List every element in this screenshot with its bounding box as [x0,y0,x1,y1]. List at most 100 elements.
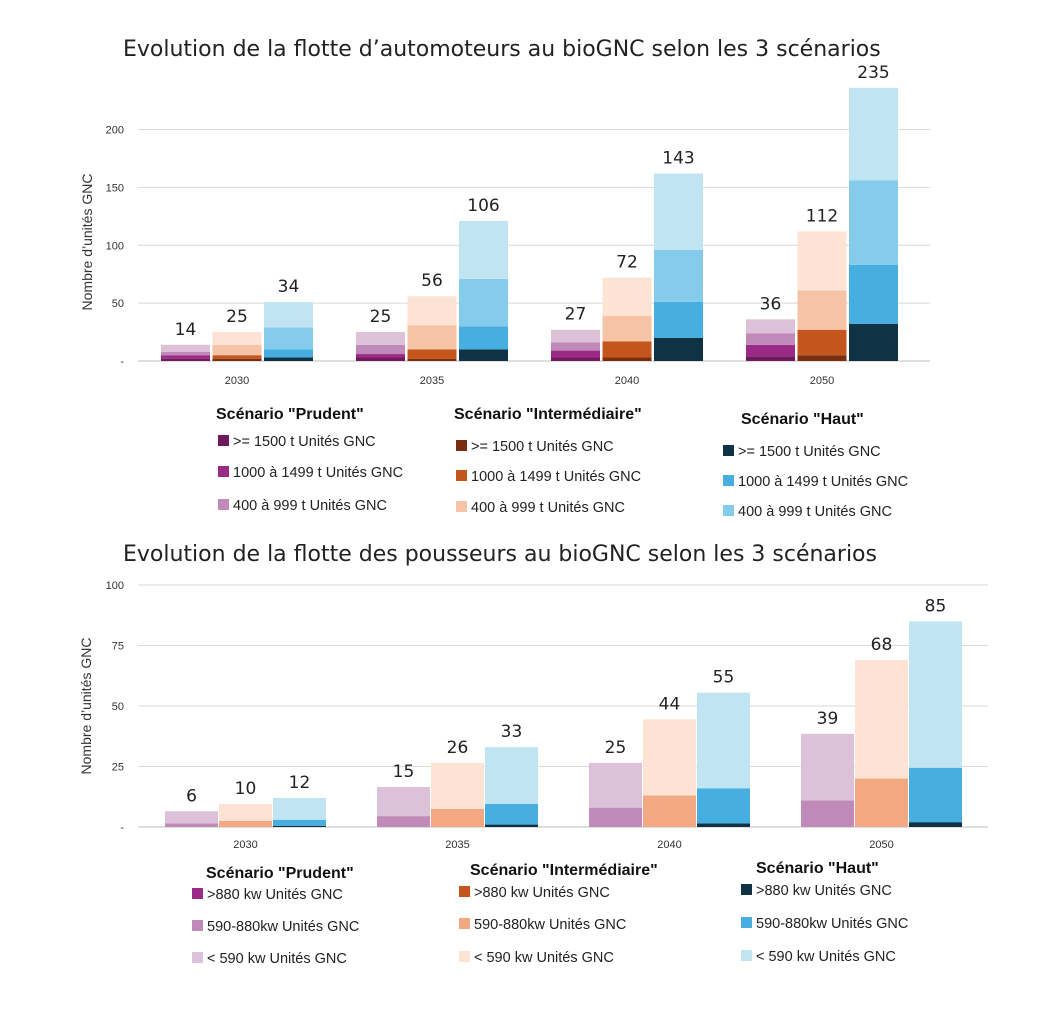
y-tick-label: 25 [112,762,124,774]
bar-segment [459,326,508,350]
bar-segment [431,808,484,827]
bar-segment [407,349,457,359]
bar-segment [459,349,508,361]
data-label: 36 [760,294,782,314]
legend-swatch [192,952,203,963]
bar-segment [697,788,750,824]
bar-segment [849,264,898,324]
y-tick-label: 100 [106,240,124,252]
legend-swatch [192,920,203,931]
legend-entry: >= 1500 t Unités GNC [233,434,376,450]
bar-segment [909,767,962,823]
bar-segment [746,344,795,357]
bar-segment [797,290,847,330]
x-tick-label: 2035 [445,839,469,851]
bar-segment [212,332,262,345]
bar-segment [602,277,652,316]
legend-entry: 1000 à 1499 t Unités GNC [738,474,908,490]
bar-segment [485,824,538,827]
bar-segment [697,823,750,827]
chart-automoteurs: Evolution de la flotte d’automoteurs au … [79,37,930,520]
x-tick-label: 2040 [615,375,639,387]
data-label: 25 [605,738,627,758]
bar-segment [654,173,703,250]
legend-swatch [456,501,467,512]
bar-segment [161,351,210,356]
bar-segment [161,344,210,352]
y-tick-label: 75 [112,641,124,653]
legend-swatch [192,888,203,899]
bar-segment [264,301,313,328]
legend-entry: 400 à 999 t Unités GNC [738,504,892,520]
y-tick-label: 100 [106,580,124,592]
bar-segment [165,811,218,824]
bar-segment [602,315,652,342]
legend-entry: < 590 kw Unités GNC [207,951,347,967]
legend-entry: 400 à 999 t Unités GNC [471,500,625,516]
bar-segment [459,220,508,279]
bar-segment [801,800,854,827]
legend-swatch [741,950,752,961]
bar-segment [654,337,703,361]
data-label: 112 [806,206,838,226]
legend-swatch [456,440,467,451]
bar-segment [273,797,326,820]
data-label: 12 [289,773,311,793]
bar-segment [746,356,795,361]
legend-title: Scénario "Haut" [756,860,879,877]
legend-title: Scénario "Prudent" [206,865,354,882]
chart-title: Evolution de la flotte d’automoteurs au … [123,37,881,62]
legend-title: Scénario "Haut" [741,411,864,428]
bar-segment [801,733,854,801]
bar-segment [485,804,538,825]
bar-segment [551,329,600,343]
bar-segment [849,87,898,181]
legend-entry: 400 à 999 t Unités GNC [233,498,387,514]
data-label: 10 [235,779,257,799]
legend-entry: 590-880kw Unités GNC [756,916,908,932]
bar-segment [849,180,898,265]
legend-swatch [723,475,734,486]
bar-segment [602,341,652,358]
y-tick-label: 50 [112,701,124,713]
legend-entry: 1000 à 1499 t Unités GNC [233,465,403,481]
legend-title: Scénario "Intermédiaire" [454,406,642,423]
bar-segment [219,820,272,827]
data-label: 68 [871,635,893,655]
data-label: 26 [447,738,469,758]
y-tick-label: - [120,356,124,368]
y-tick-label: 200 [106,125,124,137]
data-label: 27 [565,305,587,325]
legend-swatch [459,918,470,929]
data-label: 56 [421,271,443,291]
legend-entry: >880 kw Unités GNC [207,887,343,903]
bar-segment [459,278,508,327]
bar-segment [356,357,405,361]
data-label: 25 [370,307,392,327]
legend-swatch [456,470,467,481]
legend-entry: 1000 à 1499 t Unités GNC [471,469,641,485]
bar-segment [161,355,210,359]
legend-swatch [218,435,229,446]
bar-segment [377,787,430,817]
legend-swatch [459,886,470,897]
bar-segment [212,358,262,361]
legend-swatch [459,951,470,962]
x-tick-label: 2030 [225,375,249,387]
chart-title: Evolution de la flotte des pousseurs au … [123,542,877,567]
bar-segment [377,816,430,827]
bar-segment [855,660,908,779]
data-label: 72 [616,253,638,273]
bar-segment [589,807,642,827]
bar-segment [407,325,457,350]
data-label: 15 [393,762,415,782]
legend-swatch [723,505,734,516]
legend-entry: < 590 kw Unités GNC [474,950,614,966]
data-label: 33 [501,722,523,742]
data-label: 34 [278,277,300,297]
data-label: 14 [175,320,197,340]
x-tick-label: 2050 [810,375,834,387]
x-tick-label: 2040 [657,839,681,851]
y-tick-label: - [120,822,124,834]
data-label: 143 [662,148,694,168]
